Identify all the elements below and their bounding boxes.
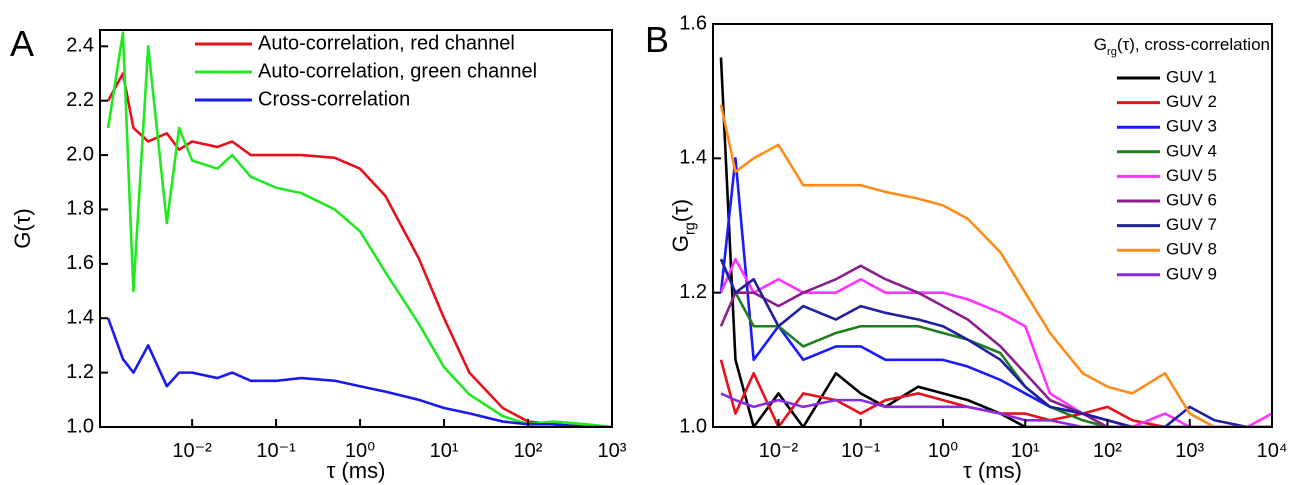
x-tick-label: 10² [1093, 440, 1122, 462]
x-tick-label: 10³ [598, 440, 627, 462]
y-axis-label: Grg(τ) [668, 199, 699, 252]
legend-label: GUV 4 [1166, 141, 1217, 160]
legend-title: Grg(τ), cross-correlation [1094, 35, 1270, 58]
y-tick-label: 2.4 [66, 35, 94, 57]
legend-label: Auto-correlation, green channel [258, 60, 537, 82]
y-tick-label: 1.4 [66, 307, 94, 329]
series-line [719, 264, 1272, 427]
panel-label: B [645, 19, 669, 60]
plot-area [719, 57, 1272, 427]
y-tick-label: 1.0 [679, 415, 707, 437]
y-tick-label: 1.6 [66, 252, 94, 274]
legend-label: GUV 7 [1166, 215, 1217, 234]
y-axis-label-base: G [668, 235, 693, 252]
axes-frame [99, 29, 613, 428]
legend-title-subscript: rg [1107, 46, 1117, 58]
y-tick-label: 1.4 [679, 147, 707, 169]
legend-label: Cross-correlation [258, 88, 410, 110]
legend-label: GUV 2 [1166, 92, 1217, 111]
y-axis-label: G(τ) [10, 208, 35, 248]
y-tick-label: 1.6 [679, 12, 707, 34]
legend-label: GUV 8 [1166, 240, 1217, 259]
y-axis-label-rest: (τ) [668, 199, 693, 222]
x-axis-label: τ (ms) [327, 458, 386, 483]
x-tick-label: 10⁻¹ [841, 440, 881, 462]
x-tick-label: 10⁻¹ [256, 440, 296, 462]
x-axis-label: τ (ms) [963, 458, 1022, 483]
legend-label: GUV 6 [1166, 190, 1217, 209]
x-tick-label: 10⁴ [1257, 440, 1288, 462]
y-tick-label: 2.2 [66, 89, 94, 111]
x-tick-label: 10¹ [430, 440, 459, 462]
series-line [719, 258, 1272, 427]
series-line [719, 258, 1272, 427]
legend-label: GUV 1 [1166, 67, 1217, 86]
legend-label: GUV 9 [1166, 264, 1217, 283]
panel-label: A [10, 23, 34, 64]
axes-frame [712, 23, 1273, 428]
y-tick-label: 1.2 [66, 361, 94, 383]
series-line [719, 257, 1272, 427]
plot-area [106, 31, 612, 427]
x-tick-label: 10⁰ [928, 440, 958, 462]
x-tick-label: 10⁻² [172, 440, 212, 462]
series-line [720, 392, 1272, 427]
y-tick-label: 1.0 [66, 415, 94, 437]
legend-label: Auto-correlation, red channel [258, 32, 515, 54]
legend-label: GUV 5 [1166, 166, 1217, 185]
series-line [106, 317, 612, 427]
x-tick-label: 10¹ [1011, 440, 1040, 462]
y-tick-label: 1.8 [66, 198, 94, 220]
y-tick-label: 1.2 [679, 281, 707, 303]
legend-label: GUV 3 [1166, 117, 1217, 136]
series-line [719, 157, 1272, 427]
y-axis-label-subscript: rg [683, 222, 699, 235]
x-tick-label: 10³ [1175, 440, 1204, 462]
series-line [106, 31, 612, 427]
x-tick-label: 10⁻² [759, 440, 799, 462]
legend-title-base: G [1094, 35, 1107, 54]
legend-title-rest: (τ), cross-correlation [1117, 35, 1270, 54]
series-line [719, 359, 1272, 427]
series-line [719, 104, 1272, 427]
y-tick-label: 2.0 [66, 143, 94, 165]
x-tick-label: 10² [514, 440, 543, 462]
x-tick-label: 10⁰ [345, 440, 375, 462]
series-line [106, 72, 612, 427]
